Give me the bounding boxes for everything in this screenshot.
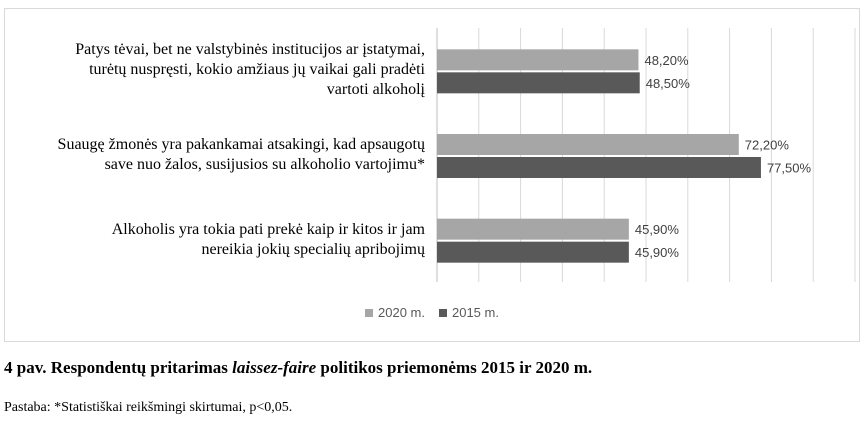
legend-label-2015: 2015 m. [451, 305, 499, 320]
legend-item-2020: 2020 m. [365, 305, 425, 320]
category-label-line: nereikia jokių specialių apribojimų [201, 240, 426, 258]
legend-item-2015: 2015 m. [438, 305, 499, 320]
category-label-line: Patys tėvai, bet ne valstybinės instituc… [75, 41, 425, 59]
category-label-line: vartoti alkoholį [326, 81, 425, 99]
bar-2015-cat-1 [437, 157, 761, 178]
legend-label-2020: 2020 m. [378, 305, 425, 320]
data-label: 45,90% [635, 222, 680, 237]
category-label-line: save nuo žalos, susijusios su alkoholio … [104, 156, 425, 173]
figure-caption: 4 pav. Respondentų pritarimas laissez-fa… [4, 358, 592, 378]
legend-swatch-2020 [365, 308, 373, 317]
category-label-2: Alkoholis yra tokia pati prekė kaip ir k… [112, 220, 425, 260]
bar-2015-cat-0 [437, 72, 640, 94]
bar-2020-cat-0 [437, 49, 639, 71]
caption-italic: laissez-faire [232, 358, 317, 377]
data-label: 48,50% [646, 76, 691, 91]
caption-suffix: politikos priemonėms 2015 ir 2020 m. [316, 358, 593, 377]
bar-2020-cat-2 [437, 218, 629, 240]
data-label: 72,20% [745, 138, 790, 153]
category-label-line: Suaugę žmonės yra pakankamai atsakingi, … [57, 136, 425, 153]
bar-2015-cat-2 [437, 241, 629, 263]
caption-prefix: 4 pav. Respondentų pritarimas [4, 358, 233, 377]
legend: 2020 m. 2015 m. [365, 305, 499, 320]
category-label-line: Alkoholis yra tokia pati prekė kaip ir k… [111, 220, 425, 238]
data-label: 48,20% [644, 53, 689, 68]
category-label-0: Patys tėvai, bet ne valstybinės instituc… [75, 40, 425, 100]
data-label: 77,50% [767, 161, 812, 176]
legend-swatch-2015 [438, 308, 447, 317]
data-label: 45,90% [635, 245, 680, 260]
category-label-line: turėtų nuspręsti, kokio amžiaus jų vaika… [89, 61, 425, 79]
bar-chart: 48,20% 48,50% 72,20% 77,50% 45,90% 45,90% [436, 28, 856, 282]
figure-note: Pastaba: *Statistiškai reikšmingi skirtu… [4, 400, 293, 415]
category-label-1: Suaugę žmonės yra pakankamai atsakingi, … [58, 135, 425, 175]
bar-2020-cat-1 [437, 134, 739, 155]
